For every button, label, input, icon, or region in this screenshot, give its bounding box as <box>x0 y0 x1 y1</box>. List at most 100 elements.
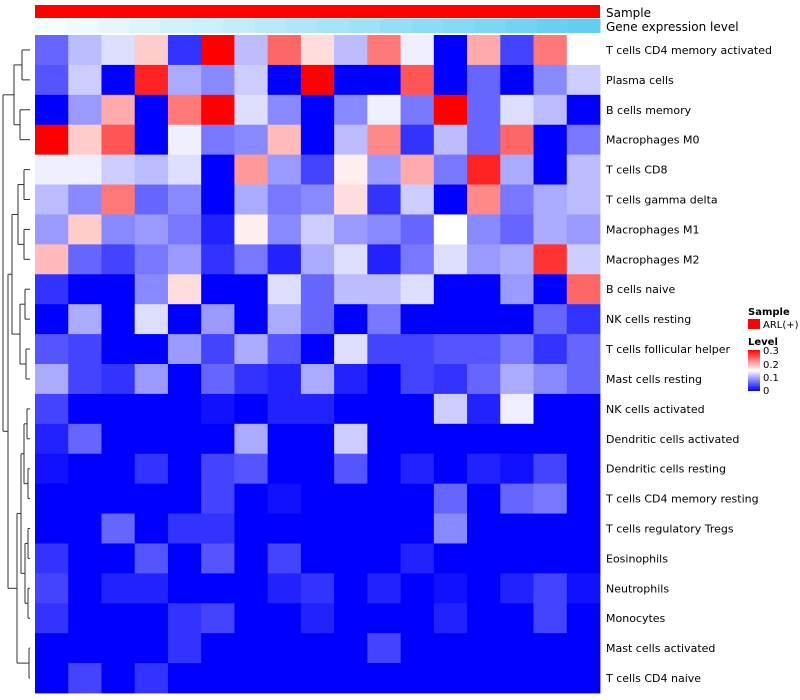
heatmap-cell <box>566 334 601 365</box>
heatmap-cell <box>367 453 401 485</box>
heatmap-cell <box>167 124 202 156</box>
heatmap-cell <box>134 423 169 455</box>
expression-bar-segment <box>568 19 601 33</box>
heatmap-cell <box>134 364 169 395</box>
heatmap-cell <box>433 214 468 245</box>
heatmap-cell <box>101 64 136 96</box>
heatmap-cell <box>400 274 435 305</box>
heatmap-cell <box>234 154 269 185</box>
heatmap-cell <box>334 513 368 544</box>
heatmap-cell <box>334 663 368 694</box>
heatmap-cell <box>467 483 501 514</box>
heatmap-cell <box>201 543 235 574</box>
row-label: T cells CD4 naive <box>605 672 701 685</box>
heatmap-cell <box>35 483 69 514</box>
heatmap-cell <box>334 573 368 604</box>
heatmap-cell <box>467 543 501 574</box>
heatmap-cell <box>234 483 269 514</box>
heatmap-cell <box>467 603 501 634</box>
heatmap-cell <box>201 274 235 305</box>
heatmap-cell <box>467 64 501 96</box>
expression-bar-segment <box>505 19 538 33</box>
heatmap-cell <box>400 633 435 664</box>
heatmap-cell <box>433 334 468 365</box>
heatmap-cell <box>267 35 302 66</box>
heatmap-cell <box>367 244 401 275</box>
heatmap-cell <box>267 334 302 365</box>
heatmap-cell <box>167 304 202 335</box>
heatmap-cell <box>300 244 335 275</box>
expression-bar-segment <box>474 19 507 33</box>
heatmap-cell <box>234 274 269 305</box>
heatmap-cell <box>267 154 302 185</box>
heatmap-cell <box>300 603 335 634</box>
heatmap-cell <box>533 94 568 126</box>
heatmap-cell <box>566 633 601 664</box>
heatmap-cell <box>134 513 169 544</box>
heatmap-cell <box>101 214 136 245</box>
heatmap-cell <box>68 633 102 664</box>
heatmap-cell <box>334 423 368 455</box>
heatmap-cell <box>500 603 534 634</box>
heatmap-cell <box>400 573 435 604</box>
heatmap-cell <box>167 423 202 455</box>
heatmap-cell <box>134 304 169 335</box>
heatmap-cell <box>35 393 69 425</box>
heatmap-cell <box>334 244 368 275</box>
heatmap-cell <box>101 453 136 485</box>
heatmap-cell <box>134 184 169 215</box>
heatmap-cell <box>35 124 69 156</box>
heatmap-cell <box>134 274 169 305</box>
heatmap-cell <box>68 334 102 365</box>
heatmap-cell <box>367 64 401 96</box>
heatmap-cell <box>566 124 601 156</box>
heatmap-cell <box>234 423 269 455</box>
heatmap-cell <box>101 393 136 425</box>
heatmap-cell <box>267 423 302 455</box>
heatmap-cell <box>201 453 235 485</box>
heatmap-cell <box>367 274 401 305</box>
heatmap-cell <box>367 543 401 574</box>
heatmap-cell <box>433 453 468 485</box>
heatmap-cell <box>300 423 335 455</box>
heatmap-cell <box>533 513 568 544</box>
expression-bar-segment <box>223 19 256 33</box>
heatmap-cell <box>267 274 302 305</box>
heatmap-cell <box>167 453 202 485</box>
heatmap-cell <box>566 94 601 126</box>
heatmap-cell <box>334 274 368 305</box>
heatmap-cell <box>500 184 534 215</box>
heatmap-cell <box>35 35 69 66</box>
heatmap-cell <box>234 214 269 245</box>
heatmap-cell <box>201 124 235 156</box>
heatmap-cell <box>68 64 102 96</box>
heatmap-cell <box>234 334 269 365</box>
heatmap-cell <box>35 513 69 544</box>
heatmap-cell <box>566 543 601 574</box>
heatmap-cell <box>35 603 69 634</box>
heatmap-cell <box>500 663 534 694</box>
heatmap-cell <box>101 154 136 185</box>
legend-tick-0: 0 <box>763 386 769 397</box>
heatmap-cell <box>533 64 568 96</box>
heatmap-cell <box>68 364 102 395</box>
heatmap-cell <box>566 423 601 455</box>
heatmap-cell <box>267 214 302 245</box>
heatmap-cell <box>101 244 136 275</box>
heatmap-cell <box>234 453 269 485</box>
expression-bar-segment <box>97 19 130 33</box>
heatmap-cell <box>367 184 401 215</box>
heatmap-cell <box>334 184 368 215</box>
heatmap-cell <box>68 483 102 514</box>
sample-annotation-bar <box>35 5 600 18</box>
expression-bar-segment <box>254 19 287 33</box>
heatmap-cell <box>101 304 136 335</box>
heatmap-cell <box>167 274 202 305</box>
heatmap-cell <box>68 393 102 425</box>
row-dendrogram <box>2 49 30 679</box>
heatmap-cell <box>533 154 568 185</box>
heatmap-cell <box>367 304 401 335</box>
heatmap-cell <box>500 304 534 335</box>
heatmap-cell <box>467 35 501 66</box>
heatmap-cell <box>334 364 368 395</box>
